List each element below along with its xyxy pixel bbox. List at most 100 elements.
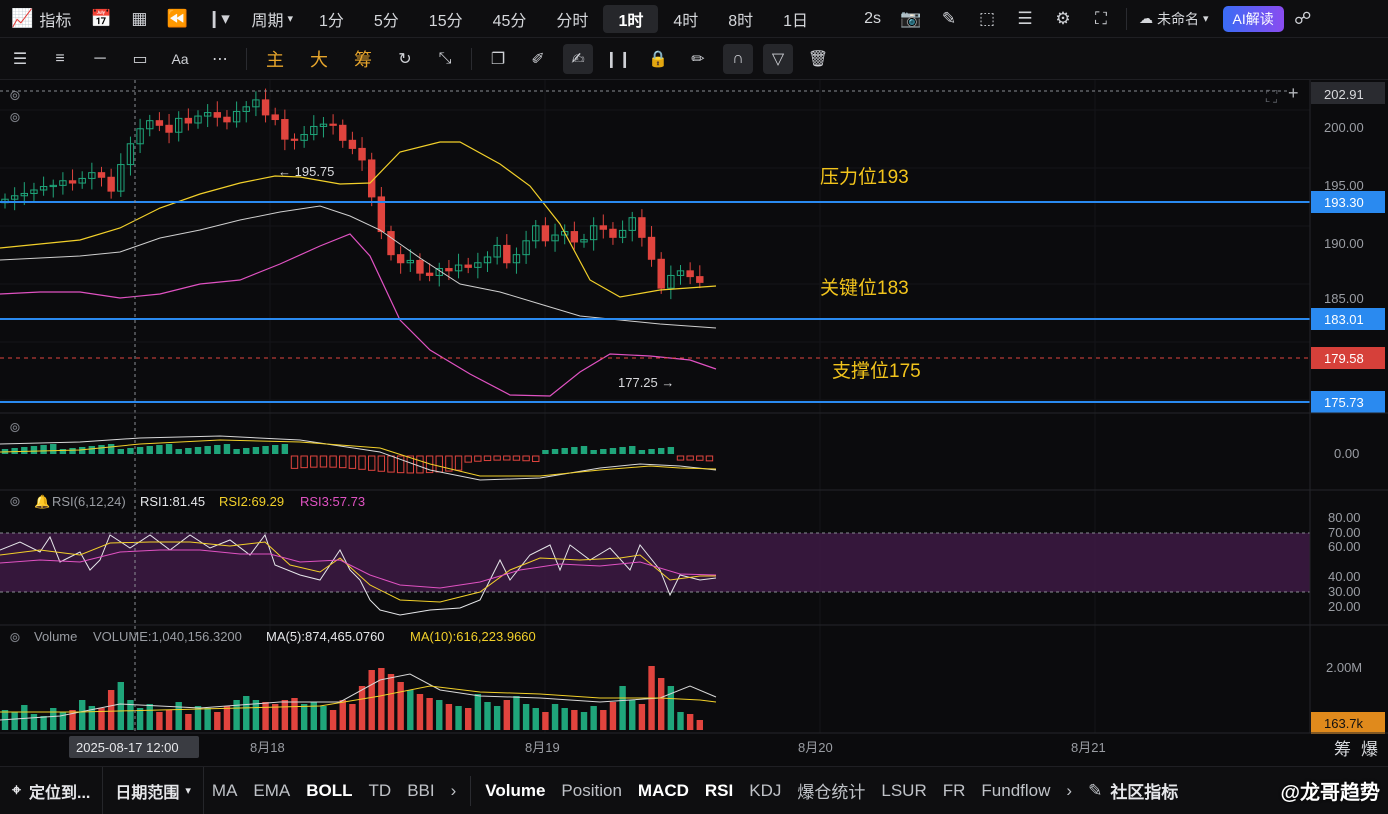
chevron-collapse-icon[interactable]: ⊚ — [9, 109, 21, 125]
timeframe-tab[interactable]: 1分 — [318, 12, 344, 30]
volume-bar — [465, 708, 472, 730]
workspace-dropdown[interactable]: ☁ 未命名 ▾ — [1133, 0, 1215, 38]
date-range-button[interactable]: 日期范围 ▾ — [103, 766, 204, 814]
ai-interpret-button[interactable]: AI解读 — [1222, 5, 1284, 32]
alarm-icon[interactable]: 🔔 — [34, 494, 50, 509]
indicator-tab[interactable]: EMA — [253, 780, 291, 800]
chevron-collapse-icon[interactable]: ⊚ — [9, 419, 21, 435]
macd-bar — [571, 447, 578, 454]
indicator-tab[interactable]: Fundflow — [981, 780, 1051, 800]
rsi-tick: 60.00 — [1328, 539, 1361, 554]
list-icon[interactable]: ☰ — [1017, 8, 1033, 28]
brush-icon[interactable]: ✍ — [563, 43, 593, 74]
indicator-tab[interactable]: LSUR — [881, 780, 927, 800]
overlay-tool-button[interactable]: 筹 — [354, 49, 372, 70]
indicator-tab[interactable]: KDJ — [749, 780, 782, 800]
liquidation-corner-label[interactable]: 爆 — [1361, 740, 1378, 759]
copy-icon[interactable]: ❐ — [490, 50, 506, 68]
macd-bar — [619, 447, 626, 454]
indicator-tab[interactable]: TD — [368, 780, 392, 800]
indicator-tab[interactable]: MACD — [637, 780, 689, 800]
timeframe-tab[interactable]: 1时 — [603, 4, 659, 33]
calendar-icon[interactable]: 📅 — [90, 8, 113, 28]
macd-bar — [233, 449, 240, 454]
volume-bar — [329, 710, 337, 730]
macd-bar — [329, 455, 337, 468]
camera-icon[interactable]: 📷 — [900, 8, 922, 28]
lines-icon[interactable]: ≡ — [55, 49, 65, 67]
indicator-tab[interactable]: Volume — [485, 780, 546, 800]
settings-icon[interactable]: ⚙ — [1055, 8, 1071, 28]
indicator-tab[interactable]: MA — [211, 780, 238, 800]
macd-zero-tick: 0.00 — [1334, 446, 1359, 461]
horizontal-line-icon[interactable]: ─ — [94, 49, 106, 67]
measure-icon[interactable]: ⤡ — [438, 49, 452, 67]
macd-bar — [705, 455, 714, 462]
indicator-tab[interactable]: 爆仓统计 — [797, 783, 866, 802]
overlay-tool-button[interactable]: 主 — [266, 49, 284, 70]
layout-icon[interactable]: ▦ — [131, 8, 148, 28]
macd-bar — [69, 448, 76, 454]
indicator-tab[interactable]: BOLL — [306, 780, 353, 800]
volume-bar — [397, 682, 404, 730]
volume-bar — [40, 716, 47, 730]
lock-icon[interactable]: 🔒 — [648, 50, 668, 68]
candle-body — [657, 258, 665, 289]
indicator-tab[interactable]: FR — [942, 780, 966, 800]
macd-bar — [272, 445, 279, 454]
edit-icon[interactable]: ✏ — [691, 50, 705, 68]
candle-type-icon[interactable]: ❙▾ — [207, 8, 230, 28]
overlay-tool-button[interactable]: 大 — [310, 49, 328, 70]
filter-icon[interactable]: ▽ — [763, 43, 793, 74]
volume-bar — [686, 714, 694, 730]
timeframe-tab[interactable]: 45分 — [492, 12, 527, 30]
timeframe-tabs: 1分 5分 15分 45分 分时 1时 4时 8时 1日 — [304, 0, 823, 38]
candle-body — [493, 244, 501, 258]
timeframe-tab[interactable]: 15分 — [428, 12, 463, 30]
period-dropdown[interactable]: 周期 ▾ — [240, 0, 304, 38]
pencil-icon[interactable]: ✎ — [941, 8, 957, 28]
more-icon[interactable]: ⋯ — [212, 50, 228, 68]
share-icon[interactable]: ☍ — [1294, 8, 1312, 28]
crop-icon[interactable]: ⬚ — [978, 8, 995, 28]
indicator-tab[interactable]: BBI — [407, 780, 435, 800]
chart-area[interactable]: 200.00 195.00 190.00 185.00 202.91 193.30 183.… — [0, 80, 1388, 766]
timeframe-tab[interactable]: 4时 — [673, 12, 699, 30]
trash-icon[interactable]: 🗑 — [807, 50, 829, 68]
text-tool-icon[interactable]: Aa — [171, 50, 189, 67]
sync-icon[interactable]: ↻ — [398, 50, 412, 68]
locate-button[interactable]: ⌖ 定位到... — [0, 766, 104, 814]
chevron-collapse-icon[interactable]: ⊚ — [9, 493, 21, 509]
community-indicators[interactable]: ✎ 社区指标 — [1080, 767, 1186, 814]
chip-corner-label[interactable]: 筹 — [1334, 740, 1351, 759]
candle-body — [406, 259, 415, 264]
rectangle-icon[interactable]: ▭ — [132, 50, 148, 68]
magnet-icon[interactable]: ∩ — [723, 43, 753, 74]
timeframe-tab[interactable]: 8时 — [728, 12, 754, 30]
rewind-icon[interactable]: ⏪ — [166, 8, 189, 28]
bars-icon[interactable]: ❙❙ — [604, 50, 632, 68]
indicator-tab[interactable]: Position — [561, 780, 622, 800]
sub-indicators: Volume Position MACD RSI KDJ 爆仓统计 LSUR FR Fundfl… — [477, 767, 1058, 814]
fullscreen-icon[interactable]: ⛶ — [1095, 8, 1107, 28]
chevron-right-icon[interactable]: › — [450, 780, 457, 800]
price-label-badge — [1311, 391, 1385, 413]
volume-bar — [532, 708, 539, 730]
volume-bar — [272, 704, 279, 730]
chevron-collapse-icon[interactable]: ⊚ — [9, 87, 21, 103]
chevron-collapse-icon[interactable]: ⊚ — [9, 629, 21, 645]
indicator-tab[interactable]: RSI — [704, 780, 734, 800]
ruler-icon[interactable]: ✐ — [531, 50, 545, 68]
candle-body — [146, 120, 154, 130]
indicator-menu[interactable]: 📈 指标 — [0, 0, 82, 38]
expand-icon[interactable]: ⛶ — [1266, 89, 1278, 106]
chevron-right-icon[interactable]: › — [1066, 780, 1073, 800]
menu-icon[interactable]: ☰ — [12, 50, 28, 68]
divider — [246, 47, 247, 70]
candle-body — [339, 124, 347, 141]
timeframe-tab[interactable]: 5分 — [373, 12, 399, 30]
timeframe-tab[interactable]: 1日 — [783, 12, 809, 30]
add-icon[interactable]: + — [1288, 83, 1299, 103]
refresh-interval[interactable]: 2s — [864, 9, 881, 27]
timeframe-tab[interactable]: 分时 — [556, 12, 589, 30]
